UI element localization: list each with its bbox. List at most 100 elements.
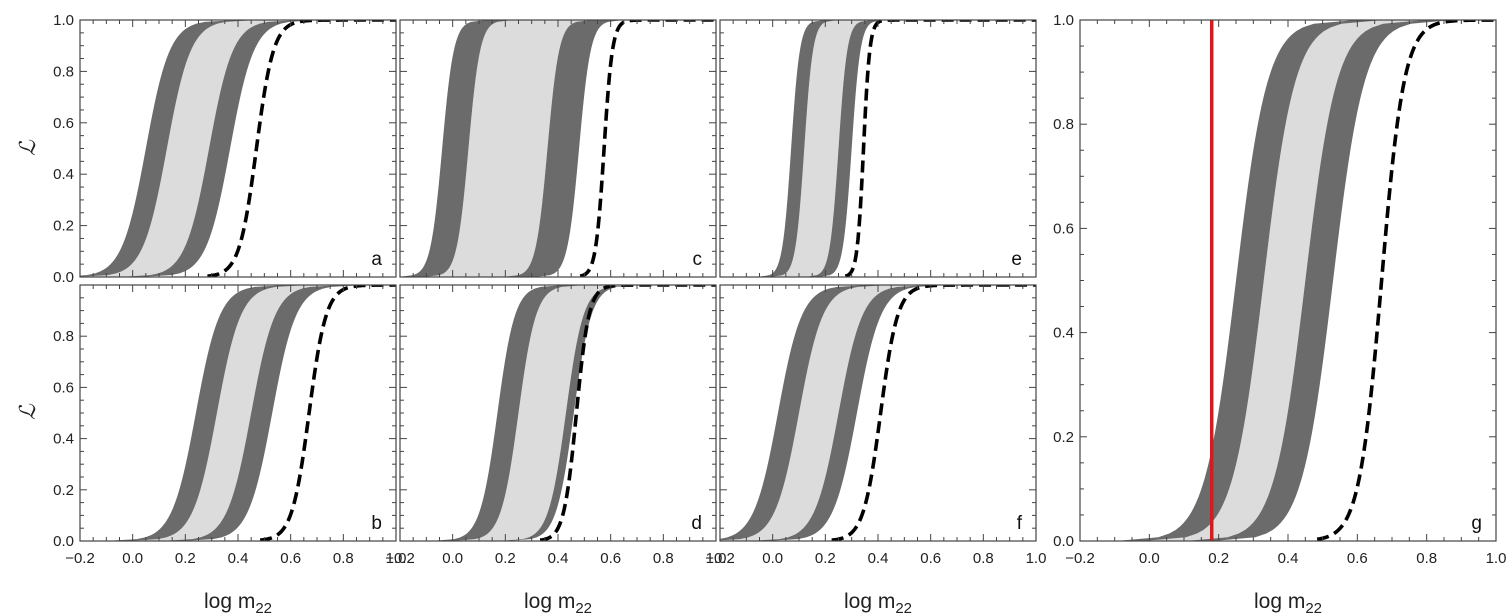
dark-band-left bbox=[1116, 20, 1384, 541]
dark-band-right bbox=[160, 285, 364, 541]
y-tick-label: 0.0 bbox=[53, 533, 74, 550]
light-band bbox=[720, 285, 930, 541]
y-axis-title: ℒ bbox=[16, 139, 41, 156]
x-tick-label: 1.0 bbox=[386, 550, 407, 567]
dark-band-left bbox=[720, 285, 890, 541]
panel-g-plot bbox=[1116, 20, 1496, 541]
panel-e-plot bbox=[757, 20, 1036, 277]
x-axis-title-main: log m bbox=[524, 590, 575, 613]
dark-band-right bbox=[805, 20, 886, 277]
y-tick-label: 0.8 bbox=[1053, 116, 1074, 133]
panel-letter-d: d bbox=[691, 513, 702, 534]
x-tick-label: 0.6 bbox=[920, 550, 941, 567]
x-tick-label: 0.8 bbox=[1416, 550, 1437, 567]
dashed-curve bbox=[579, 20, 716, 277]
x-tick-label: 0.0 bbox=[762, 550, 783, 567]
x-tick-label: 0.6 bbox=[600, 550, 621, 567]
x-tick-label: 0.0 bbox=[442, 550, 463, 567]
y-tick-label: 0.8 bbox=[53, 328, 74, 345]
panel-d-ticks bbox=[399, 284, 717, 542]
x-tick-label: −0.2 bbox=[65, 550, 95, 567]
labels-layer: 0.00.20.40.60.81.00.00.20.40.60.8−0.2 0.0… bbox=[16, 12, 1506, 616]
y-tick-label: 0.2 bbox=[1053, 429, 1074, 446]
panel-letter-b: b bbox=[371, 513, 382, 534]
x-axis-title: log m22 bbox=[1254, 590, 1322, 616]
light-band bbox=[423, 20, 592, 277]
panels-layer: a b c d e f g bbox=[79, 19, 1497, 542]
y-tick-label: 1.0 bbox=[53, 12, 74, 29]
y-axis-title: ℒ bbox=[16, 403, 41, 420]
x-tick-label: 0.4 bbox=[228, 550, 249, 567]
panel-letter-c: c bbox=[693, 249, 703, 270]
x-tick-label: 0.2 bbox=[495, 550, 516, 567]
x-tick-label: −0.2 bbox=[385, 550, 415, 567]
x-axis-title-subscript: 22 bbox=[575, 600, 592, 616]
light-band bbox=[770, 20, 872, 277]
dark-band-left bbox=[400, 20, 513, 277]
x-tick-label: 1.0 bbox=[706, 550, 727, 567]
x-tick-label: 1.0 bbox=[1486, 550, 1507, 567]
dark-band-left bbox=[104, 285, 308, 541]
x-tick-label: 0.4 bbox=[548, 550, 569, 567]
x-tick-label: 0.8 bbox=[333, 550, 354, 567]
x-axis-title: log m22 bbox=[204, 590, 272, 616]
x-tick-label: 1.0 bbox=[1026, 550, 1047, 567]
panel-b-ticks bbox=[79, 284, 397, 542]
panel-c-ticks bbox=[399, 19, 717, 278]
dashed-curve bbox=[844, 20, 1036, 277]
dark-band-left bbox=[430, 285, 586, 541]
y-tick-label: 0.2 bbox=[53, 482, 74, 499]
dark-band-right bbox=[1185, 20, 1453, 541]
panel-letter-e: e bbox=[1011, 249, 1022, 270]
y-tick-label: 0.0 bbox=[53, 269, 74, 286]
x-tick-label: 0.2 bbox=[1208, 550, 1229, 567]
x-tick-label: 0.4 bbox=[1278, 550, 1299, 567]
x-tick-label: 0.0 bbox=[122, 550, 143, 567]
y-tick-label: 1.0 bbox=[1053, 12, 1074, 29]
panel-e-ticks bbox=[719, 19, 1037, 278]
light-band bbox=[1143, 20, 1426, 541]
panel-f-ticks bbox=[719, 284, 1037, 542]
panel-g-ticks bbox=[1079, 19, 1497, 542]
panel-a-ticks bbox=[79, 19, 397, 278]
x-tick-label: 0.2 bbox=[175, 550, 196, 567]
x-axis-title-subscript: 22 bbox=[255, 600, 272, 616]
y-tick-label: 0.6 bbox=[53, 115, 74, 132]
panel-d-plot bbox=[430, 285, 716, 541]
x-axis-title-main: log m bbox=[204, 590, 255, 613]
panel-letter-f: f bbox=[1017, 513, 1023, 534]
dark-band-right bbox=[747, 285, 948, 541]
x-axis-title: log m22 bbox=[844, 590, 912, 616]
x-tick-label: 0.6 bbox=[280, 550, 301, 567]
dark-band-right bbox=[118, 20, 322, 277]
panel-letter-g: g bbox=[1471, 513, 1482, 534]
panel-letter-a: a bbox=[371, 249, 382, 270]
y-tick-label: 0.4 bbox=[53, 431, 74, 448]
x-tick-label: 0.6 bbox=[1347, 550, 1368, 567]
dark-band-right bbox=[499, 285, 641, 541]
y-tick-label: 0.2 bbox=[53, 218, 74, 235]
dark-band-right bbox=[502, 20, 624, 277]
dark-band-left bbox=[757, 20, 838, 277]
y-tick-label: 0.6 bbox=[53, 379, 74, 396]
panel-a-plot bbox=[80, 20, 396, 277]
panel-c-plot bbox=[400, 20, 716, 277]
panel-e-frame bbox=[719, 19, 1037, 278]
y-tick-label: 0.6 bbox=[1053, 220, 1074, 237]
light-band bbox=[125, 285, 343, 541]
x-tick-label: 0.2 bbox=[815, 550, 836, 567]
panel-f-plot bbox=[720, 285, 1036, 541]
light-band bbox=[451, 285, 633, 541]
y-tick-label: 0.4 bbox=[1053, 325, 1074, 342]
x-tick-label: 0.8 bbox=[973, 550, 994, 567]
panel-b-plot bbox=[104, 285, 396, 541]
x-axis-title-main: log m bbox=[1254, 590, 1305, 613]
light-band bbox=[80, 20, 301, 277]
x-axis-title-main: log m bbox=[844, 590, 895, 613]
x-axis-title: log m22 bbox=[524, 590, 592, 616]
y-tick-label: 0.4 bbox=[53, 166, 74, 183]
x-tick-label: 0.0 bbox=[1139, 550, 1160, 567]
y-tick-label: 0.0 bbox=[1053, 533, 1074, 550]
x-tick-label: −0.2 bbox=[1065, 550, 1095, 567]
